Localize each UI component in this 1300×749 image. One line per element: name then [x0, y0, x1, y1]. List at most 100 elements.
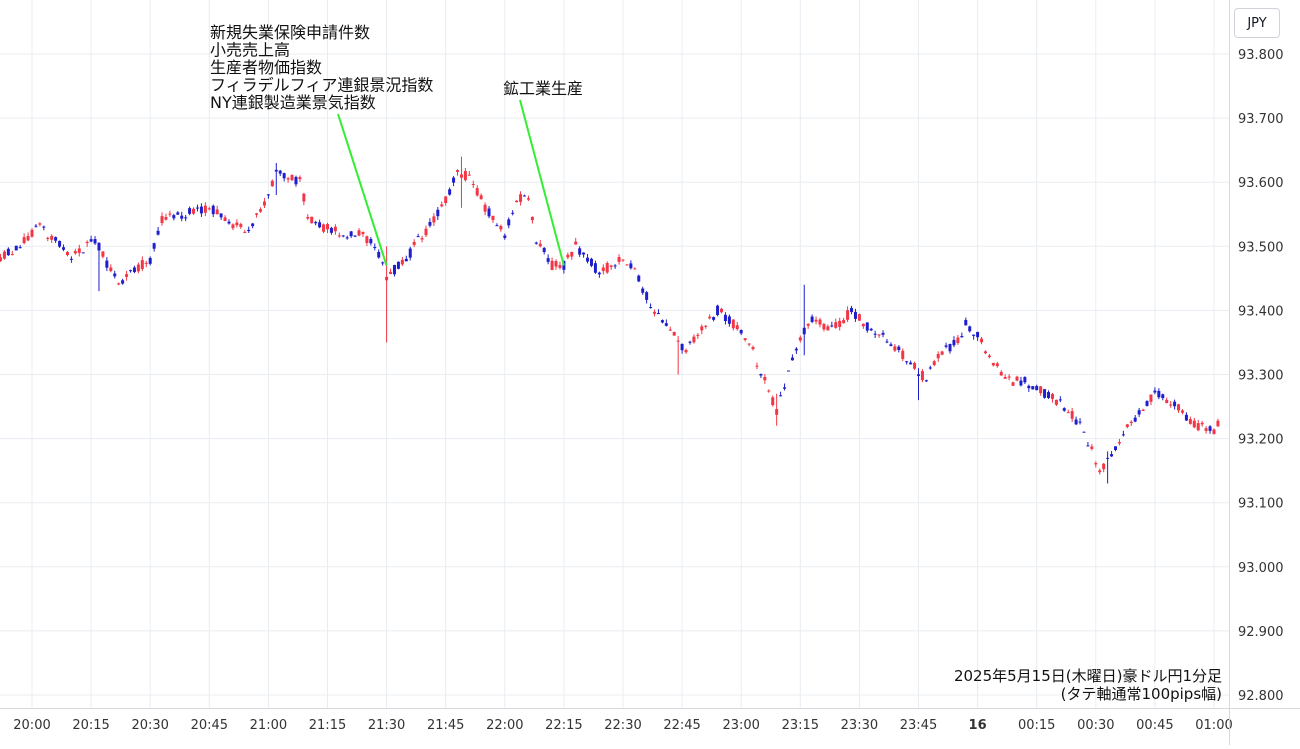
candle-body: [1027, 385, 1031, 389]
candle-body: [747, 343, 751, 345]
candle-body: [1196, 423, 1200, 431]
candle-body: [408, 248, 412, 258]
candle-body: [873, 333, 877, 335]
candle-body: [534, 242, 538, 244]
candle-body: [637, 275, 641, 282]
y-tick-label: 93.700: [1238, 112, 1284, 127]
candle-body: [743, 338, 747, 341]
candle-body: [361, 231, 365, 235]
candle-body: [1054, 399, 1058, 405]
candle-body: [542, 247, 546, 253]
candle-body: [1102, 463, 1106, 470]
candle-body: [440, 204, 444, 207]
candle-body: [830, 325, 834, 327]
candle-body: [2, 251, 6, 259]
candle-body: [46, 237, 50, 239]
candle-body: [550, 260, 554, 270]
candle-body: [203, 205, 207, 213]
candle-body: [834, 322, 838, 328]
currency-badge[interactable]: JPY: [1234, 8, 1280, 38]
candle-body: [30, 229, 34, 237]
x-tick-label: 20:15: [72, 718, 109, 733]
candle-body: [956, 337, 960, 344]
candle-body: [459, 174, 463, 178]
candle-body: [948, 344, 952, 352]
candle-body: [530, 216, 534, 221]
candle-body: [952, 339, 956, 346]
x-tick-label: 22:45: [663, 718, 700, 733]
candle-body: [656, 313, 660, 315]
candle-body: [302, 193, 306, 202]
candle-body: [653, 311, 657, 314]
candle-body: [298, 177, 302, 180]
candle-body: [180, 215, 184, 219]
candle-body: [34, 225, 38, 227]
candle-body: [507, 219, 511, 226]
candle-body: [1074, 419, 1078, 425]
candle-body: [881, 332, 885, 335]
y-tick-label: 93.000: [1238, 561, 1284, 576]
candle-body: [613, 265, 617, 267]
candle-body: [385, 276, 389, 281]
candle-body: [113, 273, 117, 277]
candle-body: [286, 178, 290, 180]
candle-body: [731, 319, 735, 329]
x-tick-label: 20:45: [191, 718, 228, 733]
x-tick-label: 23:45: [900, 718, 937, 733]
x-tick-label: 00:30: [1077, 718, 1114, 733]
candle-body: [861, 323, 865, 327]
x-tick-label: 22:00: [486, 718, 523, 733]
candle-body: [716, 305, 720, 316]
candle-body: [1216, 420, 1220, 427]
candle-body: [176, 212, 180, 215]
candle-body: [676, 340, 680, 342]
candle-body: [810, 316, 814, 322]
candle-body: [471, 184, 475, 186]
candle-body: [1047, 392, 1051, 398]
chart-caption: 2025年5月15日(木曜日)豪ドル円1分足: [954, 667, 1222, 685]
x-tick-label: 20:30: [131, 718, 168, 733]
candle-body: [310, 216, 314, 224]
candle-body: [570, 251, 574, 257]
candle-body: [129, 270, 132, 272]
chart-caption: (タテ軸通常100pips幅): [1061, 685, 1222, 703]
candle-body: [649, 307, 653, 309]
candle-body: [660, 320, 664, 323]
candle-body: [1188, 419, 1192, 424]
candle-body: [1129, 421, 1133, 424]
candle-body: [909, 362, 913, 365]
candle-body: [1117, 442, 1121, 444]
candle-body: [1212, 429, 1216, 435]
x-tick-label: 00:45: [1136, 718, 1173, 733]
candle-body: [783, 387, 787, 389]
candle-body: [58, 240, 62, 247]
candle-body: [278, 170, 282, 174]
candle-body: [767, 390, 771, 392]
candle-body: [826, 326, 830, 331]
candle-body: [897, 346, 901, 350]
candle-body: [1062, 408, 1066, 411]
x-tick-label: 01:00: [1195, 718, 1232, 733]
candle-body: [22, 237, 26, 244]
candle-body: [42, 226, 46, 228]
candle-body: [136, 264, 140, 272]
candle-body: [125, 274, 129, 277]
candle-body: [924, 380, 928, 382]
candle-body: [771, 397, 775, 406]
candle-body: [526, 198, 530, 200]
candle-body: [1192, 420, 1196, 428]
x-tick-label: 23:00: [722, 718, 759, 733]
candle-body: [243, 231, 247, 233]
candle-body: [1173, 401, 1177, 407]
candle-body: [329, 227, 333, 233]
candle-body: [1023, 377, 1027, 383]
candle-body: [77, 248, 81, 253]
candle-body: [983, 351, 987, 354]
candle-body: [1161, 394, 1165, 399]
candle-body: [1169, 404, 1173, 406]
candle-body: [1039, 386, 1043, 394]
candle-body: [609, 265, 613, 267]
candle-body: [101, 251, 105, 257]
